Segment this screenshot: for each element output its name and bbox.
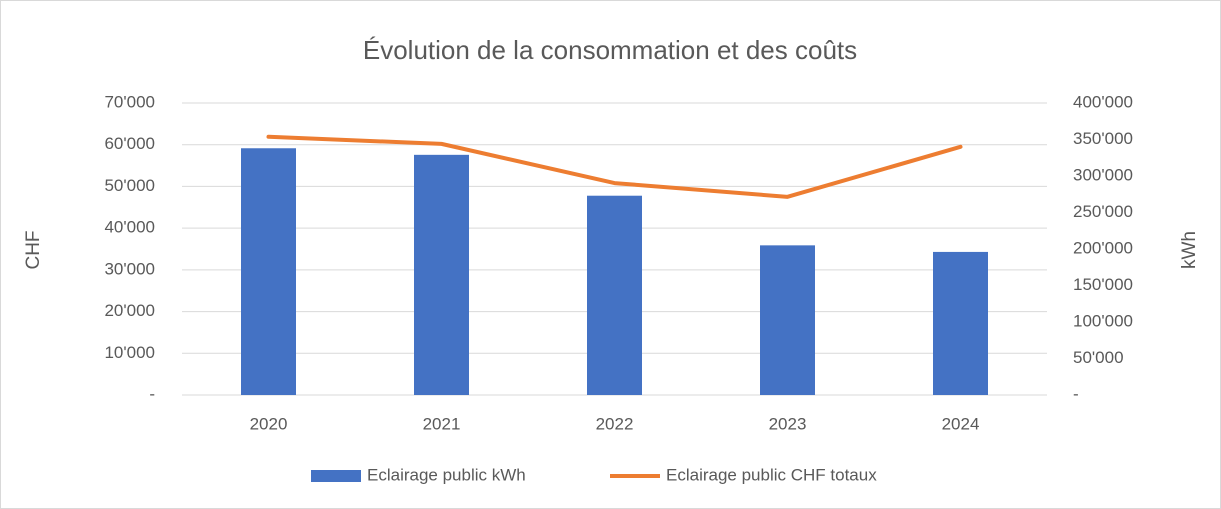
y-tick-label: 40'000 bbox=[104, 218, 155, 237]
legend-label: Eclairage public kWh bbox=[367, 465, 526, 484]
y2-axis-title: kWh bbox=[1179, 231, 1200, 269]
x-tick-label: 2020 bbox=[250, 414, 288, 433]
y-tick-label: 60'000 bbox=[104, 134, 155, 153]
y2-tick-label: 250'000 bbox=[1073, 202, 1133, 221]
y2-tick-label: - bbox=[1073, 384, 1079, 403]
y-tick-label: 10'000 bbox=[104, 343, 155, 362]
y2-tick-label: 200'000 bbox=[1073, 238, 1133, 257]
x-tick-label: 2024 bbox=[942, 414, 980, 433]
line bbox=[266, 134, 963, 199]
bar bbox=[587, 195, 642, 395]
y-tick-label: 70'000 bbox=[104, 92, 155, 111]
legend-label: Eclairage public CHF totaux bbox=[666, 465, 877, 484]
y-tick-label: 20'000 bbox=[104, 301, 155, 320]
y2-tick-label: 300'000 bbox=[1073, 165, 1133, 184]
y2-tick-label: 400'000 bbox=[1073, 92, 1133, 111]
y-tick-label: 30'000 bbox=[104, 259, 155, 278]
bar bbox=[760, 245, 815, 395]
y-axis-title: CHF bbox=[23, 230, 44, 269]
bar bbox=[414, 154, 469, 395]
y2-tick-label: 150'000 bbox=[1073, 275, 1133, 294]
y-tick-label: - bbox=[149, 384, 155, 403]
x-tick-label: 2023 bbox=[769, 414, 807, 433]
y-tick-label: 50'000 bbox=[104, 176, 155, 195]
x-tick-label: 2021 bbox=[423, 414, 461, 433]
y2-tick-label: 50'000 bbox=[1073, 348, 1124, 367]
y2-tick-label: 100'000 bbox=[1073, 311, 1133, 330]
bar bbox=[933, 251, 988, 395]
legend-swatch bbox=[311, 470, 361, 482]
y2-tick-label: 350'000 bbox=[1073, 129, 1133, 148]
bar bbox=[241, 148, 296, 395]
chart-title: Évolution de la consommation et des coût… bbox=[363, 35, 857, 65]
x-tick-label: 2022 bbox=[596, 414, 634, 433]
